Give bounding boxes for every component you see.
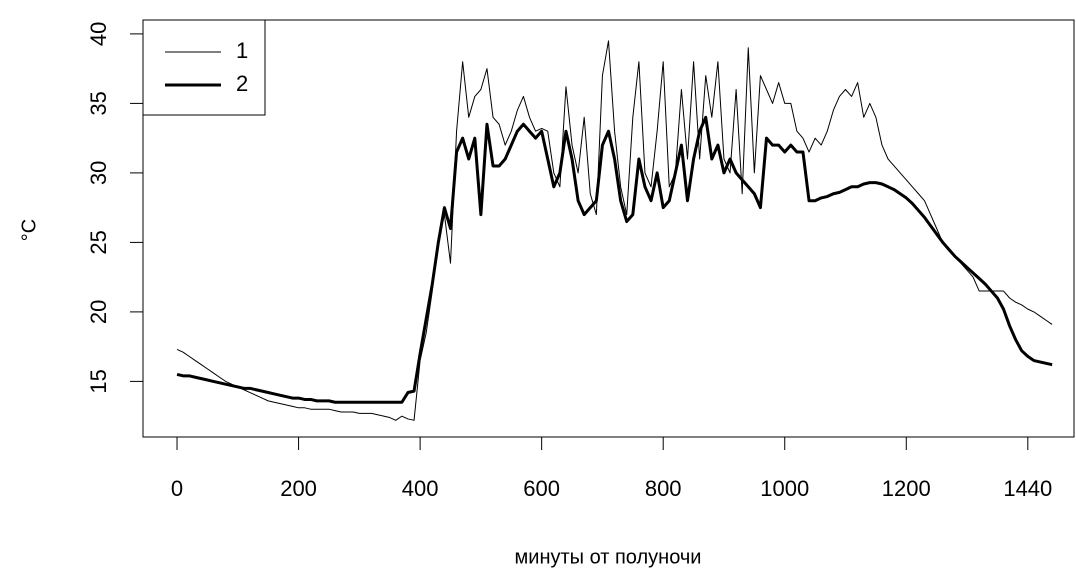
x-axis-title: минуты от полуночи [515,546,702,568]
y-tick-label: 35 [86,91,111,115]
legend-label: 1 [236,38,248,63]
x-tick-label: 1000 [760,476,809,501]
x-tick-label: 800 [645,476,682,501]
y-tick-label: 25 [86,230,111,254]
x-tick-label: 1440 [1003,476,1052,501]
y-tick-label: 20 [86,300,111,324]
x-tick-label: 600 [523,476,560,501]
y-tick-label: 30 [86,161,111,185]
y-tick-label: 15 [86,369,111,393]
legend-label: 2 [236,71,248,96]
y-tick-label: 40 [86,22,111,46]
x-tick-label: 0 [171,476,183,501]
x-tick-label: 1200 [882,476,931,501]
legend-box [142,19,266,116]
series-line [176,115,1053,404]
x-tick-label: 200 [280,476,317,501]
x-tick-label: 400 [402,476,439,501]
series-line [176,40,1053,421]
y-axis-title: °C [18,219,40,241]
